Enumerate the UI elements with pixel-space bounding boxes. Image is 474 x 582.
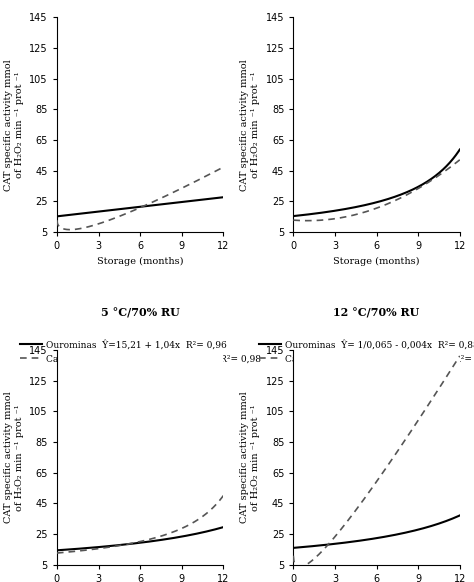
Y-axis label: CAT specific activity mmol
of H₂O₂ min ⁻¹ prot ⁻¹: CAT specific activity mmol of H₂O₂ min ⁻… — [240, 391, 260, 523]
Legend: Ourominas  Ŷ= 1/0,065 - 0,004x  R²= 0,88, Caravera  Ŷ=12,75 - 0,68x + 0,33x²  R²: Ourominas Ŷ= 1/0,065 - 0,004x R²= 0,88, … — [258, 339, 474, 364]
Legend: Ourominas  Ŷ=15,21 + 1,04x  R²= 0,96, Caravera  Ŷ=12,74 -12,77√x + 6,57x  R²= 0,: Ourominas Ŷ=15,21 + 1,04x R²= 0,96, Cara… — [19, 339, 261, 364]
X-axis label: Storage (months): Storage (months) — [333, 257, 420, 266]
Text: 12 °C/70% RU: 12 °C/70% RU — [333, 307, 419, 318]
Y-axis label: CAT specific activity mmol
of H₂O₂ min ⁻¹ prot ⁻¹: CAT specific activity mmol of H₂O₂ min ⁻… — [4, 391, 24, 523]
X-axis label: Storage (months): Storage (months) — [97, 257, 183, 266]
Y-axis label: CAT specific activity mmol
of H₂O₂ min ⁻¹ prot ⁻¹: CAT specific activity mmol of H₂O₂ min ⁻… — [4, 59, 24, 191]
Y-axis label: CAT specific activity mmol
of H₂O₂ min ⁻¹ prot ⁻¹: CAT specific activity mmol of H₂O₂ min ⁻… — [240, 59, 260, 191]
Text: 5 °C/70% RU: 5 °C/70% RU — [101, 307, 180, 318]
